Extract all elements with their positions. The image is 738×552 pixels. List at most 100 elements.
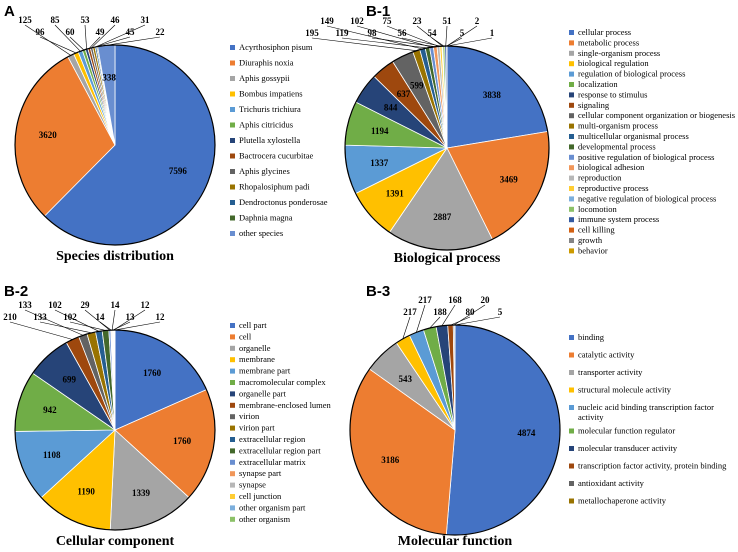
- legend-swatch: [569, 50, 574, 56]
- leader-line: [99, 321, 112, 331]
- legend-swatch: [569, 113, 574, 119]
- leader-line: [9, 321, 73, 340]
- legend-swatch: [230, 76, 235, 81]
- data-label: 80: [466, 307, 476, 317]
- leader-line: [114, 321, 161, 331]
- legend-swatch: [569, 387, 574, 393]
- legend-entry: Bombus impatiens: [239, 89, 303, 99]
- leader-line: [341, 37, 428, 49]
- leader-line: [88, 36, 101, 49]
- data-label: 3620: [39, 130, 58, 140]
- data-label: 1194: [371, 126, 389, 136]
- pie-outline: [14, 329, 216, 531]
- legend-entry: organelle: [239, 343, 271, 353]
- legend-swatch: [569, 498, 574, 504]
- legend-entry: Rhopalosiphum padi: [239, 182, 310, 192]
- legend-entry: multi-organism process: [578, 121, 658, 131]
- data-label: 1339: [132, 488, 151, 498]
- legend-swatch: [230, 215, 235, 221]
- legend-entry: biological adhesion: [578, 162, 645, 172]
- legend-entry: cellular process: [578, 27, 631, 37]
- legend-entry: cell killing: [578, 225, 615, 235]
- legend-entry: localization: [578, 79, 618, 89]
- leader-line: [95, 24, 146, 48]
- data-label: 51: [443, 16, 453, 26]
- legend-entry: growth: [578, 235, 603, 245]
- legend-swatch: [230, 169, 235, 174]
- legend-entry: molecular transducer activity: [578, 443, 678, 453]
- pie-outline: [349, 324, 561, 536]
- data-label: 53: [81, 15, 91, 25]
- data-label: 217: [418, 295, 432, 305]
- data-label: 195: [305, 28, 319, 38]
- leader-line: [24, 309, 84, 336]
- legend-entry: regulation of biological process: [578, 69, 685, 79]
- legend-swatch: [230, 459, 235, 465]
- legend-entry: cell part: [239, 320, 267, 330]
- leader-line: [91, 24, 116, 49]
- legend-swatch: [569, 196, 574, 202]
- legend-entry: other organism: [239, 514, 290, 524]
- legend-entry: Daphnia magna: [239, 213, 293, 223]
- data-label: 149: [320, 16, 334, 26]
- legend-swatch: [230, 345, 235, 351]
- legend-entry: molecular function regulator: [578, 426, 675, 436]
- leader-line: [402, 316, 411, 339]
- legend-entry: antioxidant activity: [578, 478, 645, 488]
- legend-swatch: [230, 334, 235, 340]
- legend-entry: multicellular organismal process: [578, 131, 689, 141]
- leader-line: [39, 321, 92, 334]
- data-label: 599: [410, 81, 424, 91]
- legend-swatch: [569, 82, 574, 87]
- legend-entry: transporter activity: [578, 367, 643, 377]
- legend-swatch: [569, 405, 574, 410]
- legend-entry: virion part: [239, 423, 275, 433]
- data-label: 23: [413, 16, 423, 26]
- legend-entry: extracellular matrix: [239, 457, 307, 467]
- data-label: 49: [96, 27, 106, 37]
- data-label: 1391: [386, 189, 405, 199]
- legend-swatch: [569, 206, 574, 212]
- data-label: 217: [403, 307, 417, 317]
- legend-swatch: [569, 186, 574, 191]
- legend-swatch: [230, 138, 235, 143]
- data-label: 102: [350, 16, 364, 26]
- legend-entry: binding: [578, 332, 605, 342]
- legend-swatch: [230, 45, 235, 50]
- leader-line: [326, 25, 423, 50]
- data-label: 22: [156, 27, 166, 37]
- leader-line: [453, 304, 486, 326]
- legend-swatch: [569, 227, 574, 233]
- leader-line: [445, 25, 448, 47]
- legend-swatch: [569, 61, 574, 67]
- legend-swatch: [569, 40, 574, 46]
- leader-line: [371, 37, 436, 47]
- legend-entry: synapse: [239, 480, 266, 490]
- pie-outline: [344, 45, 550, 251]
- legend-entry: catalytic activity: [578, 350, 635, 360]
- data-label: 188: [433, 307, 447, 317]
- leader-line: [311, 37, 417, 52]
- data-label: 29: [81, 300, 91, 310]
- data-label: 168: [448, 295, 462, 305]
- leader-line: [454, 316, 501, 326]
- legend-entry: membrane part: [239, 366, 291, 376]
- data-label: 125: [18, 15, 32, 25]
- panel-label: B-3: [366, 283, 390, 300]
- legend-swatch: [569, 217, 574, 223]
- legend-swatch: [230, 231, 235, 236]
- data-label: 2: [475, 16, 480, 26]
- data-label: 1337: [370, 158, 389, 168]
- leader-line: [84, 309, 110, 331]
- leader-line: [446, 37, 493, 47]
- legend-entry: Aphis citricidus: [239, 120, 293, 130]
- data-label: 2887: [433, 212, 452, 222]
- legend-swatch: [569, 154, 574, 160]
- data-label: 637: [397, 89, 411, 99]
- legend-swatch: [230, 414, 235, 420]
- leader-line: [429, 316, 441, 329]
- legend-swatch: [569, 144, 574, 150]
- leader-line: [401, 37, 441, 47]
